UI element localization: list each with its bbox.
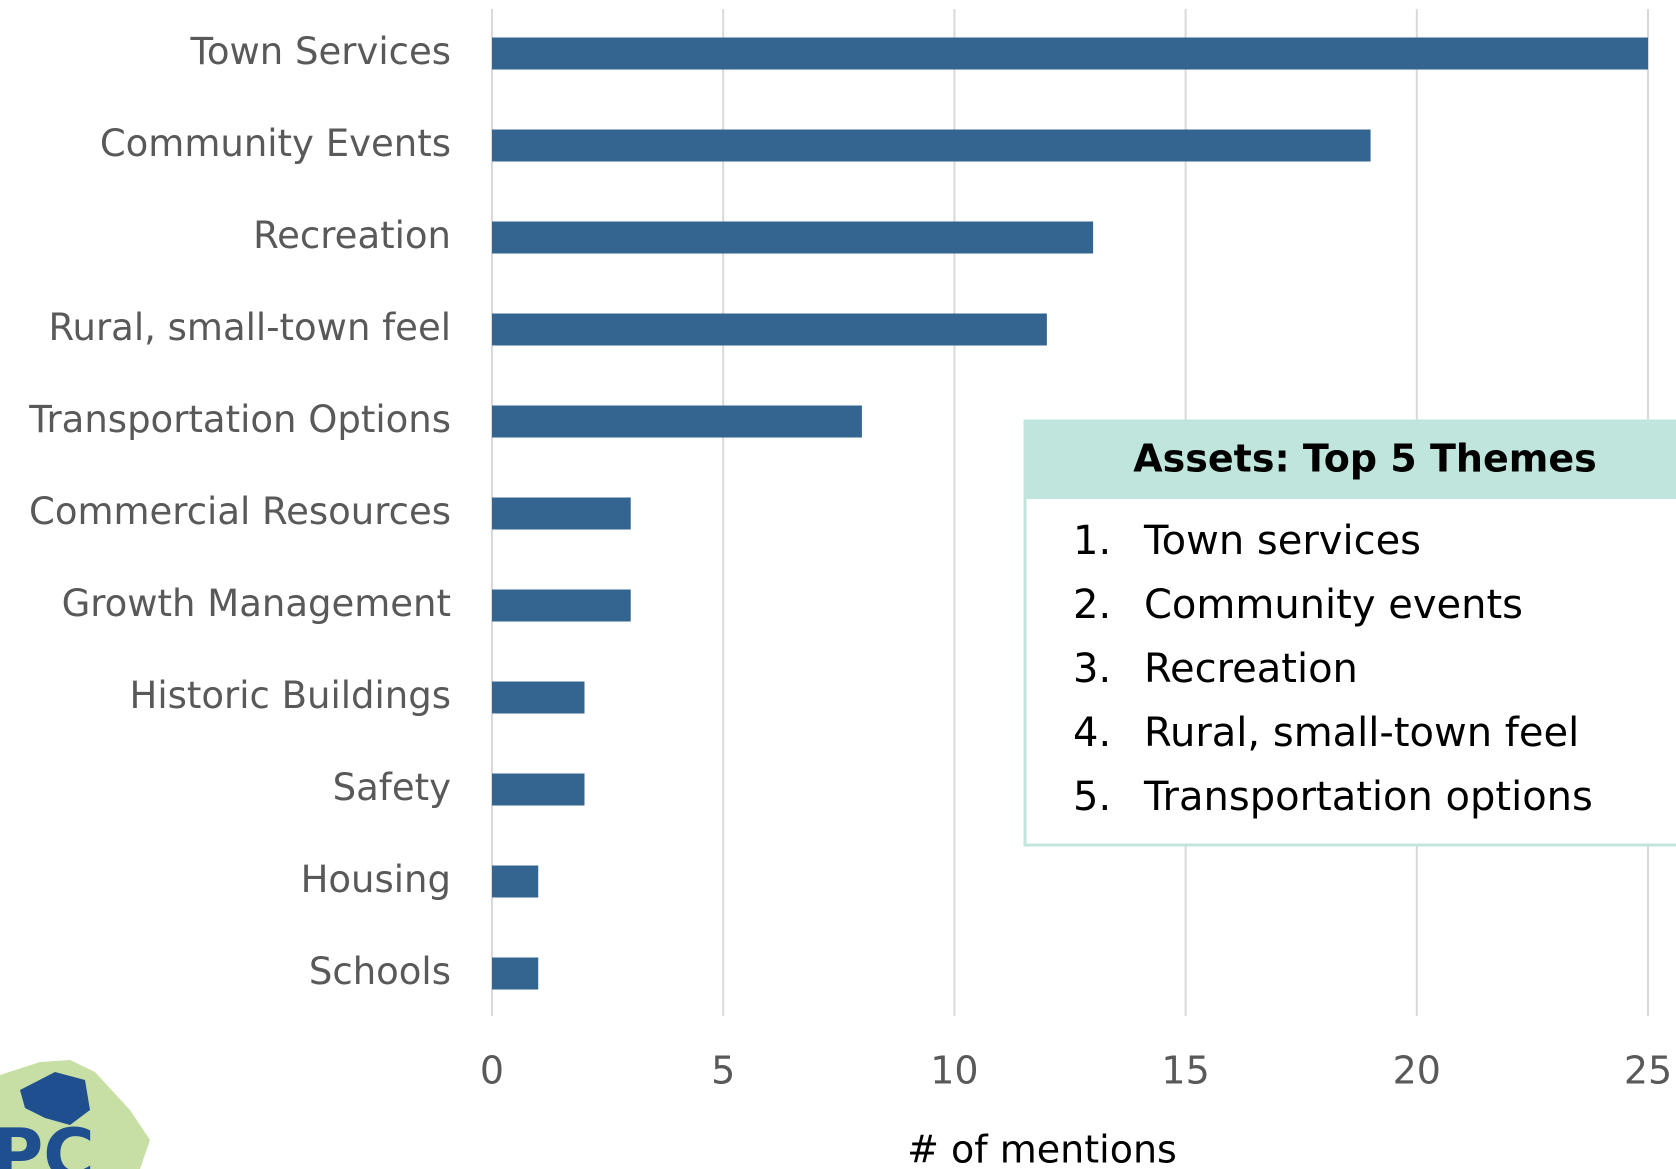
bar (492, 957, 539, 990)
x-tick-label: 15 (1161, 1049, 1209, 1093)
list-number: 1. (1073, 518, 1111, 564)
x-tick-label: 25 (1624, 1049, 1672, 1093)
list-number: 2. (1073, 582, 1111, 628)
y-tick-label: Rural, small-town feel (48, 306, 451, 349)
bar (492, 773, 585, 806)
y-tick-label: Safety (333, 766, 451, 809)
y-tick-label: Growth Management (62, 582, 451, 625)
x-tick-label: 5 (711, 1049, 735, 1093)
bar (492, 865, 539, 898)
list-number: 4. (1073, 710, 1111, 756)
list-item: Recreation (1144, 646, 1358, 692)
logo: PC (0, 1060, 150, 1169)
y-tick-label: Historic Buildings (130, 674, 452, 717)
y-tick-label: Commercial Resources (29, 490, 451, 533)
annotation-header (1025, 421, 1676, 499)
y-tick-label: Town Services (190, 30, 451, 73)
svg-text:PC: PC (0, 1114, 95, 1169)
annotation-title: Assets: Top 5 Themes (1133, 437, 1596, 481)
bar (492, 37, 1648, 70)
list-item: Transportation options (1143, 774, 1593, 820)
list-item: Rural, small-town feel (1144, 710, 1579, 756)
list-number: 5. (1073, 774, 1111, 820)
y-tick-label: Community Events (100, 122, 451, 165)
y-tick-label: Recreation (253, 214, 451, 257)
bar (492, 589, 631, 622)
x-tick-label: 10 (930, 1049, 978, 1093)
x-tick-label: 0 (480, 1049, 504, 1093)
list-item: Community events (1144, 582, 1523, 628)
x-axis-title: # of mentions (907, 1128, 1177, 1169)
y-tick-label: Transportation Options (28, 398, 451, 441)
bar (492, 681, 585, 714)
x-tick-label: 20 (1393, 1049, 1441, 1093)
bar (492, 405, 862, 438)
bar (492, 313, 1047, 346)
bar (492, 221, 1094, 254)
bar (492, 497, 631, 530)
y-tick-label: Housing (301, 858, 451, 901)
y-tick-label: Schools (309, 950, 451, 993)
list-item: Town services (1143, 518, 1421, 564)
list-number: 3. (1073, 646, 1111, 692)
bar (492, 129, 1371, 162)
